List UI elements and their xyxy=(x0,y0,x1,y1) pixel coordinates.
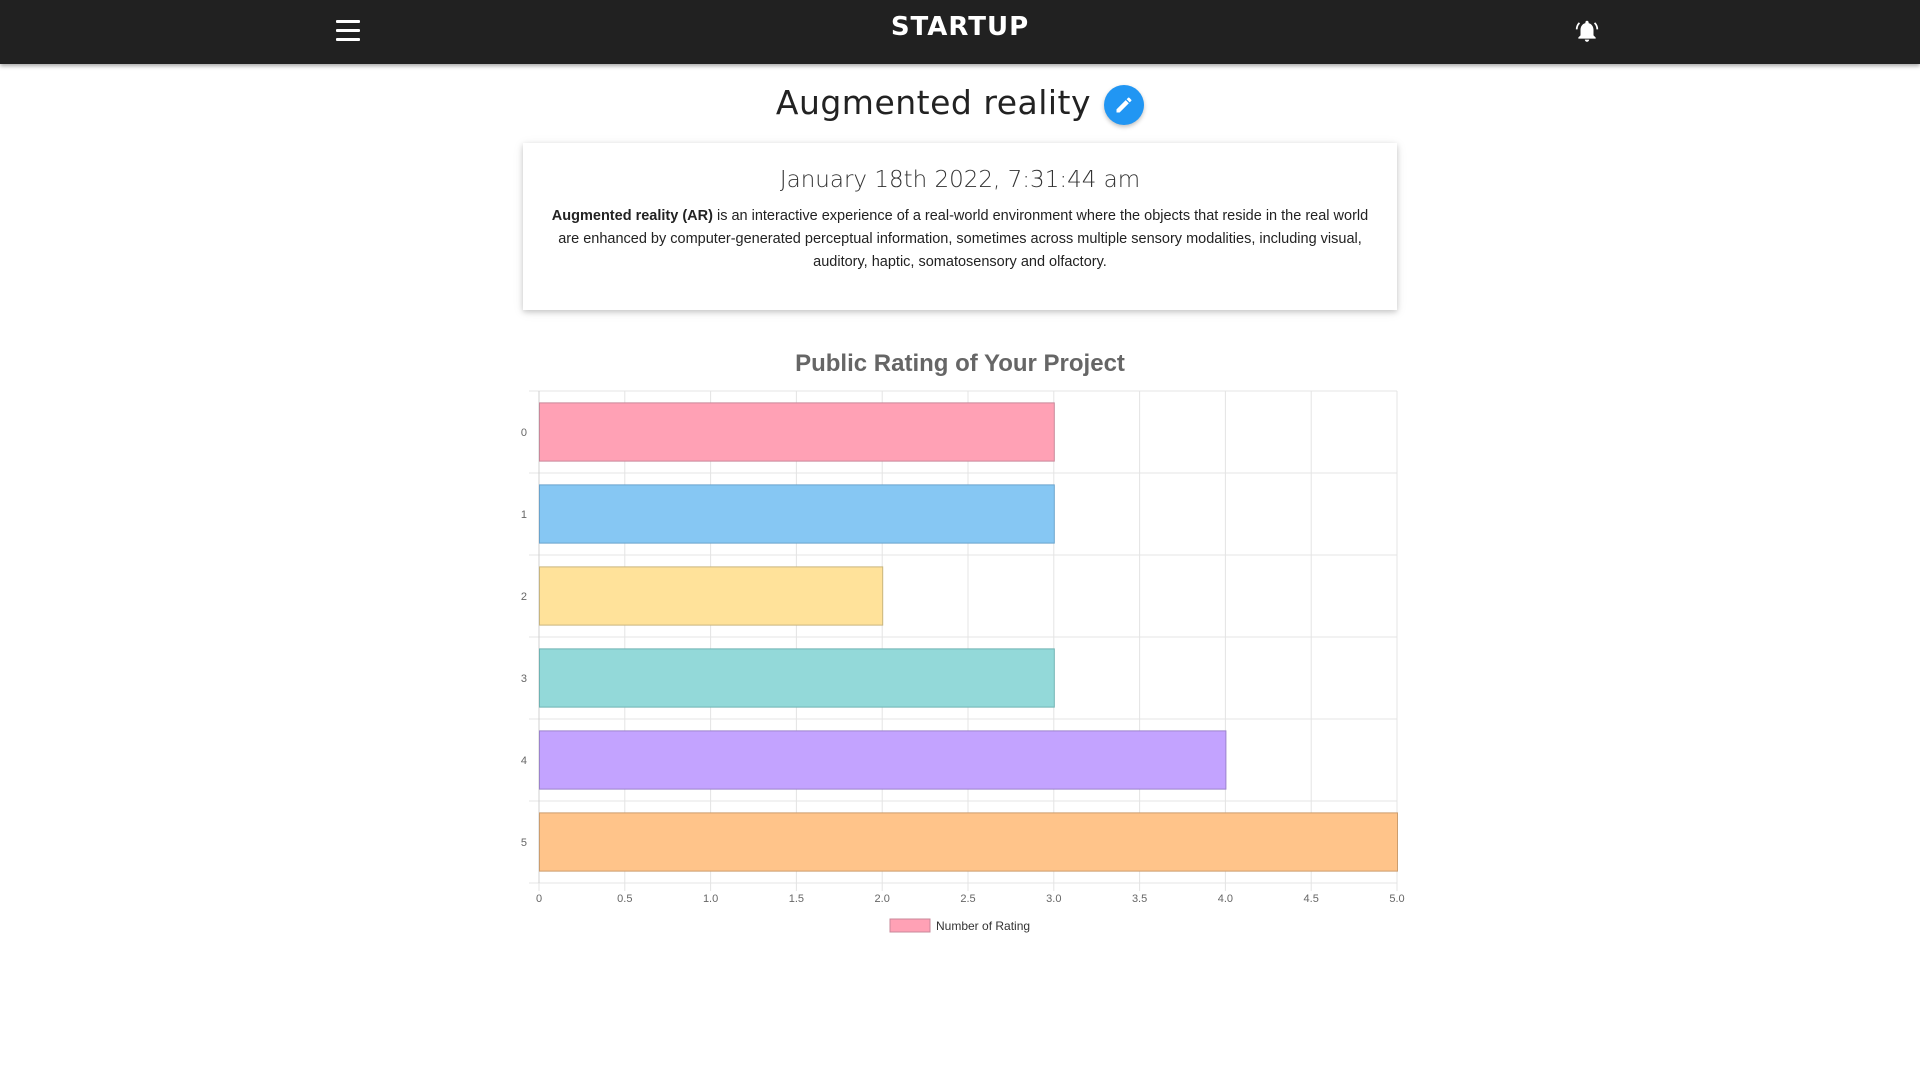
bell-icon[interactable] xyxy=(1574,18,1600,44)
page-title: Augmented reality xyxy=(775,82,1092,122)
y-tick-label: 0 xyxy=(521,427,527,439)
bar-4 xyxy=(539,730,1227,790)
y-tick-label: 4 xyxy=(521,755,527,767)
top-navbar: STARTUP xyxy=(0,0,1920,64)
x-tick-label: 3.5 xyxy=(1132,893,1147,905)
page-header: Augmented reality xyxy=(0,82,1920,125)
bar-5 xyxy=(539,812,1398,872)
x-tick-label: 4.0 xyxy=(1218,893,1233,905)
x-tick-label: 2.5 xyxy=(960,893,975,905)
bar-3 xyxy=(539,648,1055,708)
legend-swatch xyxy=(889,918,931,933)
pencil-icon xyxy=(1116,97,1132,113)
legend-label: Number of Rating xyxy=(936,919,1030,933)
project-description: Augmented reality (AR) is an interactive… xyxy=(550,205,1370,274)
x-tick-label: 0.5 xyxy=(617,893,632,905)
y-tick-label: 1 xyxy=(521,509,527,521)
description-text: is an interactive experience of a real-w… xyxy=(558,208,1369,270)
project-date: January 18th 2022, 7:31:44 am xyxy=(779,167,1141,193)
x-tick-label: 0 xyxy=(536,893,542,905)
y-tick-label: 5 xyxy=(521,837,527,849)
brand-logo[interactable]: STARTUP xyxy=(890,12,1030,42)
project-card: January 18th 2022, 7:31:44 am Augmented … xyxy=(523,143,1397,310)
x-tick-label: 3.0 xyxy=(1046,893,1061,905)
x-tick-label: 5.0 xyxy=(1389,893,1404,905)
bar-1 xyxy=(539,484,1055,544)
x-tick-label: 1.5 xyxy=(789,893,804,905)
x-tick-label: 4.5 xyxy=(1304,893,1319,905)
bar-2 xyxy=(539,566,884,626)
y-tick-label: 3 xyxy=(521,673,527,685)
description-term: Augmented reality (AR) xyxy=(551,208,713,224)
y-tick-label: 2 xyxy=(521,591,527,603)
x-tick-label: 2.0 xyxy=(875,893,890,905)
hamburger-menu-icon[interactable] xyxy=(336,20,360,42)
x-tick-label: 1.0 xyxy=(703,893,718,905)
bar-0 xyxy=(539,402,1055,462)
edit-button[interactable] xyxy=(1104,85,1145,125)
chart-title: Public Rating of Your Project xyxy=(795,350,1125,377)
